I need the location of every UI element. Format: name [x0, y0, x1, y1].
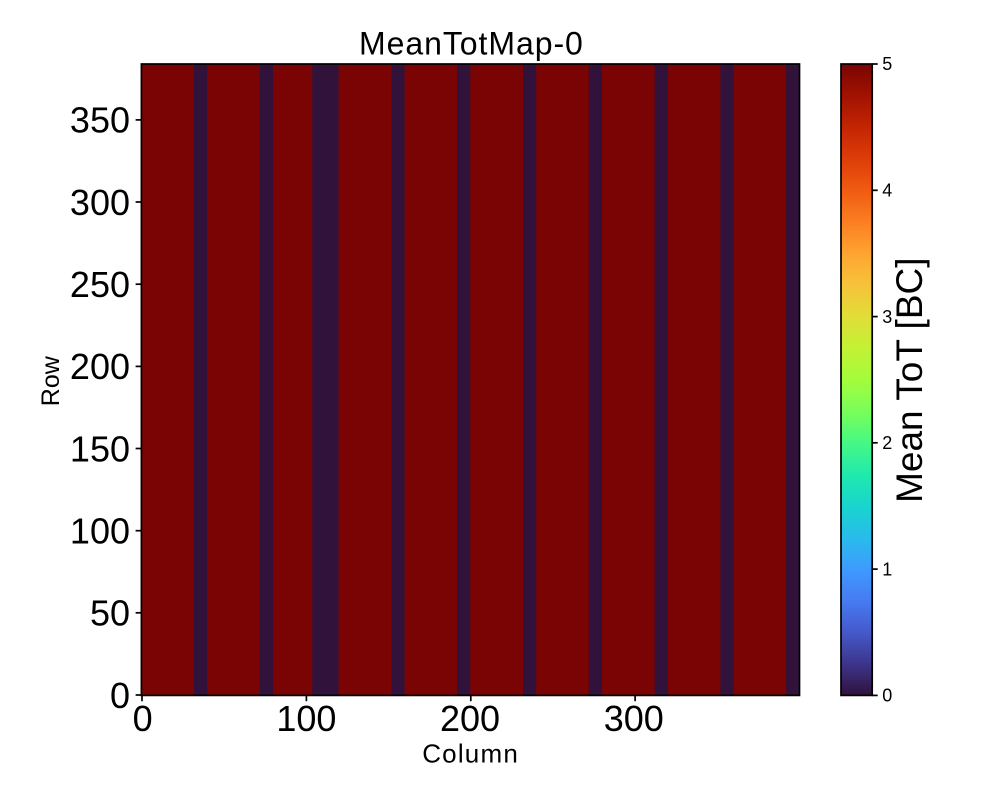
svg-text:Mean ToT [BC]: Mean ToT [BC]: [889, 257, 930, 502]
svg-text:4: 4: [882, 181, 892, 201]
svg-text:Row: Row: [37, 355, 65, 406]
svg-text:250: 250: [70, 264, 130, 305]
svg-text:300: 300: [70, 182, 130, 223]
svg-text:200: 200: [440, 698, 500, 739]
svg-text:0: 0: [882, 686, 892, 706]
svg-text:0: 0: [133, 698, 153, 739]
svg-text:100: 100: [276, 698, 336, 739]
svg-text:3: 3: [882, 307, 892, 327]
svg-text:5: 5: [882, 54, 892, 74]
svg-text:350: 350: [70, 100, 130, 141]
svg-text:2: 2: [882, 433, 892, 453]
svg-text:100: 100: [70, 511, 130, 552]
svg-text:150: 150: [70, 428, 130, 469]
svg-text:0: 0: [110, 675, 130, 716]
svg-text:300: 300: [604, 698, 664, 739]
svg-text:200: 200: [70, 346, 130, 387]
svg-text:50: 50: [90, 593, 130, 634]
svg-text:MeanTotMap-0: MeanTotMap-0: [359, 26, 584, 62]
svg-text:1: 1: [882, 559, 892, 579]
svg-text:Column: Column: [422, 738, 519, 768]
